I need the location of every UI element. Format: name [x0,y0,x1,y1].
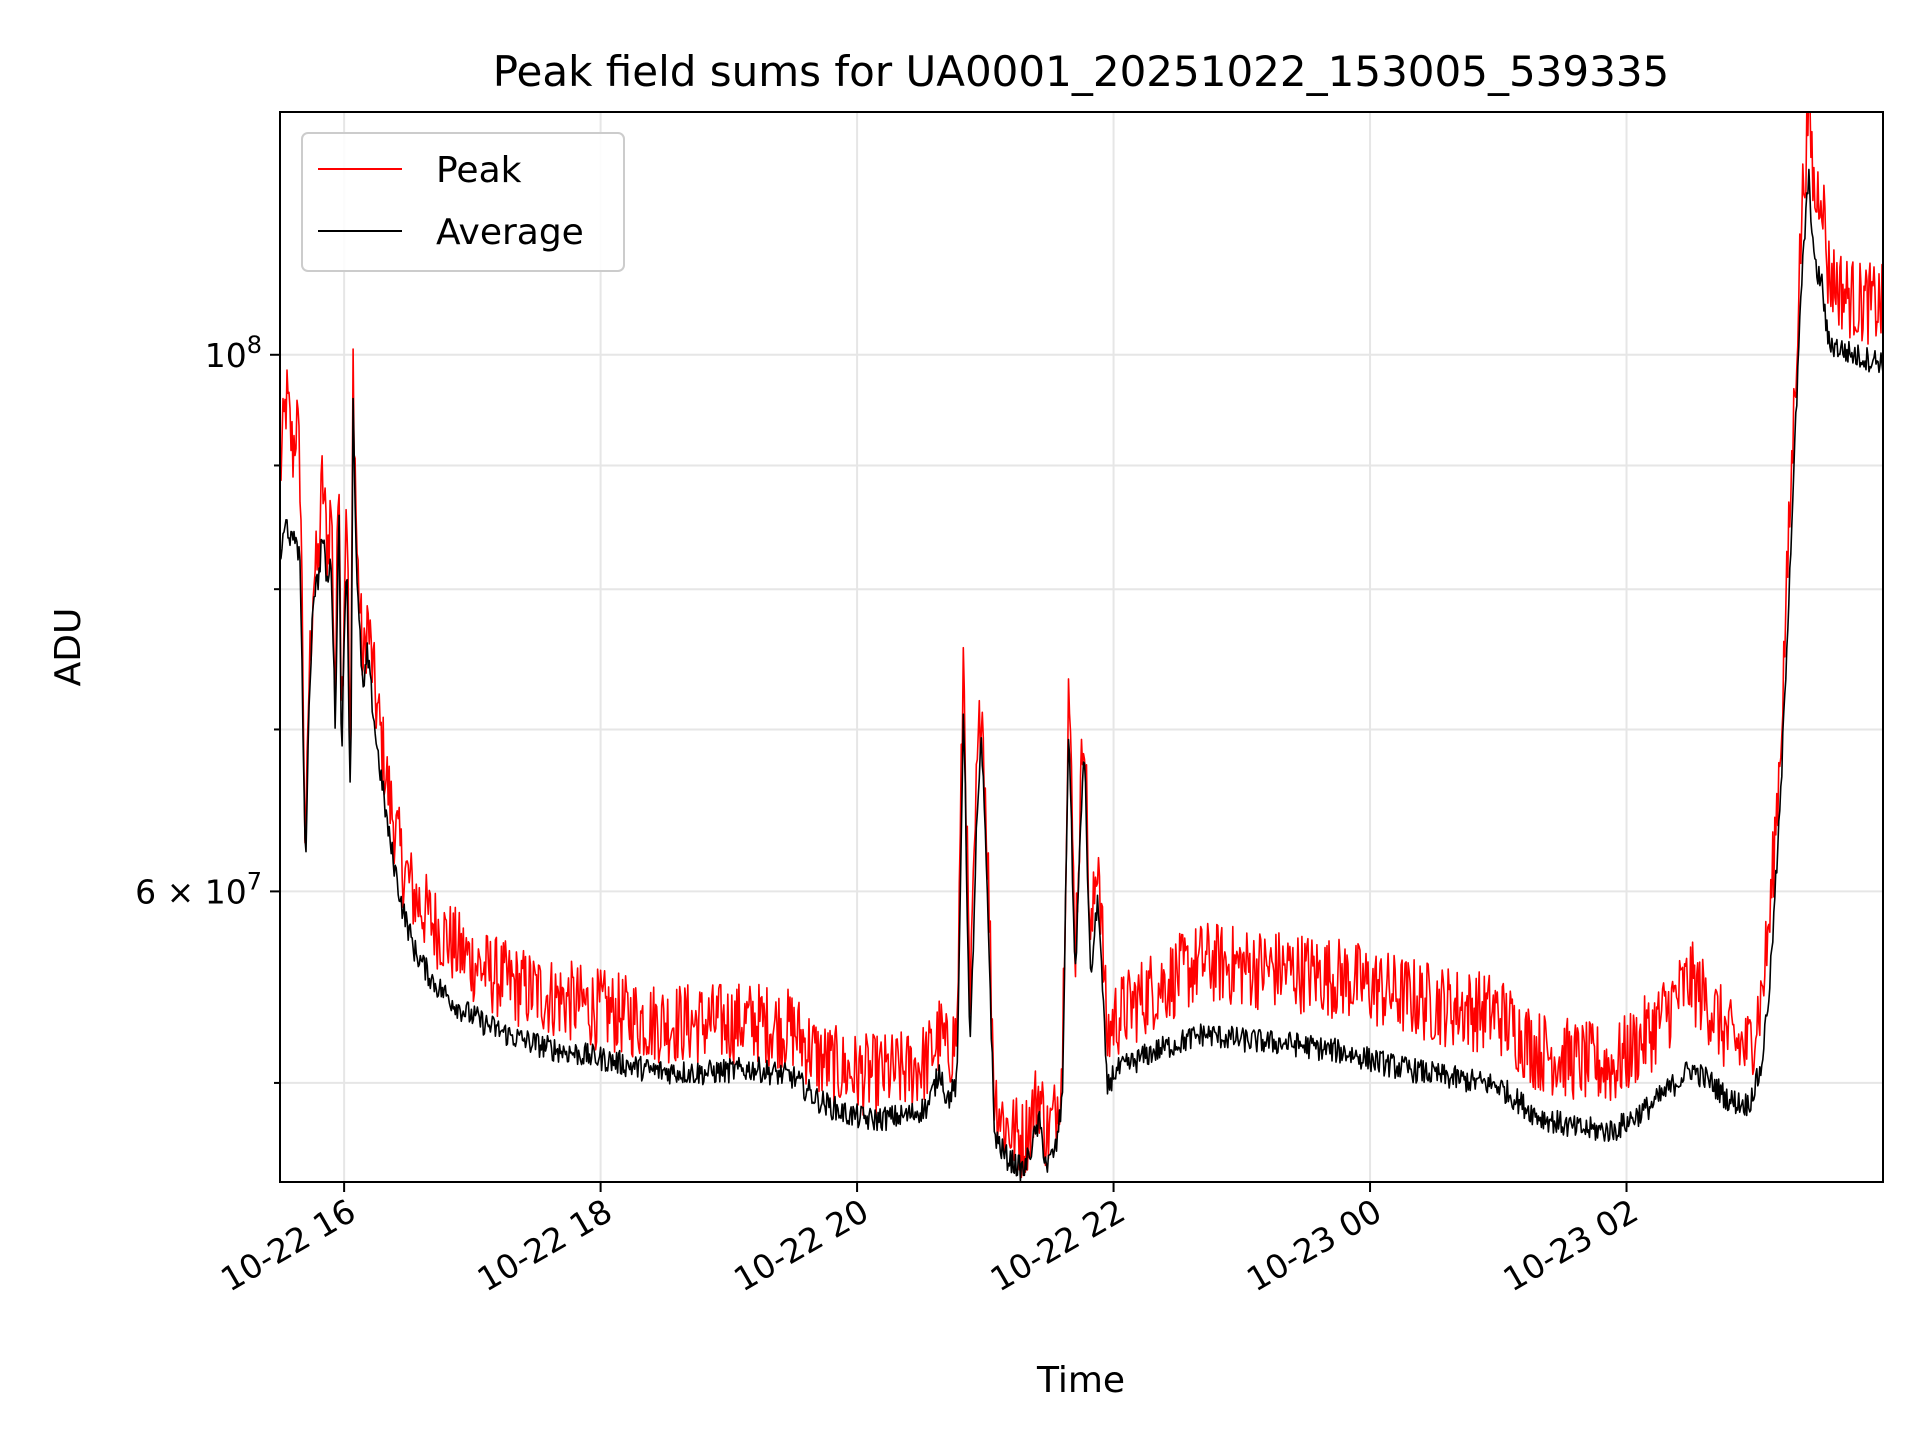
legend-label-peak: Peak [436,150,522,191]
y-axis-title: ADU [48,608,89,687]
y-tick-label: 108 [205,331,262,375]
legend: Peak Average [301,132,625,272]
y-axis: 108 6 × 107 [135,331,280,1084]
series-layer [280,112,1883,1182]
series-line-peak [280,112,1883,1179]
chart-title: Peak field sums for UA0001_20251022_1530… [493,47,1670,96]
series-line-average [280,168,1883,1182]
legend-label-average: Average [436,212,584,253]
x-axis-title: Time [1036,1360,1125,1401]
plot-frame [279,111,1884,1183]
grid [280,112,1883,1182]
y-tick-label: 6 × 107 [135,867,262,911]
legend-frame [301,132,625,272]
